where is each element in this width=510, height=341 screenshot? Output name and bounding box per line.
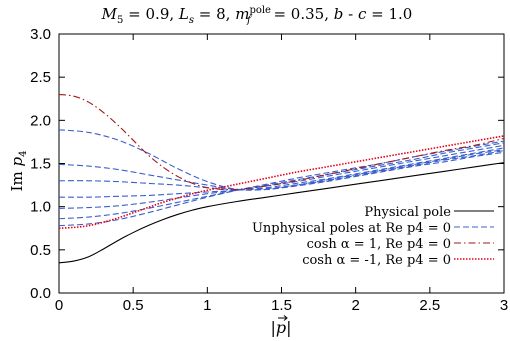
series-group: [58, 93, 505, 264]
svg-text:|p|: |p|: [270, 318, 291, 337]
chart-title: M5 = 0.9, Ls = 8, mpole f = 0.35, b - c =…: [101, 5, 413, 26]
series-line-2: [58, 129, 505, 191]
legend-label: Physical pole: [364, 205, 451, 220]
legend-entry: cosh α = 1, Re p4 = 0: [307, 237, 494, 252]
y-tick-label: 2.5: [30, 69, 51, 86]
series-line-5: [58, 147, 505, 198]
y-tick-label: 2.0: [30, 112, 51, 129]
y-tick-label: 0.5: [30, 242, 51, 259]
x-tick-label: 1: [203, 297, 211, 314]
legend-label: Unphysical poles at Re p4 = 0: [252, 221, 451, 236]
series-line-8: [58, 140, 505, 227]
x-tick-label: 3: [500, 297, 508, 314]
x-axis-label: |p|: [270, 315, 292, 337]
y-tick-label: 1.0: [30, 199, 51, 216]
x-tick-label: 0.5: [123, 297, 144, 314]
legend-entry: Unphysical poles at Re p4 = 0: [252, 221, 494, 236]
series-line-10: [58, 135, 505, 230]
y-tick-label: 0.0: [30, 285, 51, 302]
x-tick-label: 1.5: [271, 297, 292, 314]
x-tick-label: 0: [55, 297, 63, 314]
y-axis-label: Im p4: [8, 151, 29, 192]
series-line-6: [58, 144, 505, 209]
series-line-4: [58, 150, 505, 190]
legend-entry: Physical pole: [364, 205, 494, 220]
legend-label: cosh α = 1, Re p4 = 0: [307, 237, 451, 252]
x-tick-label: 2.5: [419, 297, 440, 314]
y-tick-label: 3.0: [30, 26, 51, 43]
y-tick-label: 1.5: [30, 156, 51, 173]
legend-entry: cosh α = -1, Re p4 = 0: [302, 253, 494, 268]
series-line-3: [58, 151, 505, 191]
x-tick-label: 2: [351, 297, 359, 314]
legend-label: cosh α = -1, Re p4 = 0: [302, 253, 451, 268]
series-line-7: [58, 142, 505, 220]
series-line-1: [58, 162, 505, 264]
axes: 0 0.5 1 1.5 2 2.5 3 0.0 0.5 1.0 1.5 2.0 2.5 3.0: [30, 26, 508, 314]
series-line-9: [58, 93, 505, 191]
